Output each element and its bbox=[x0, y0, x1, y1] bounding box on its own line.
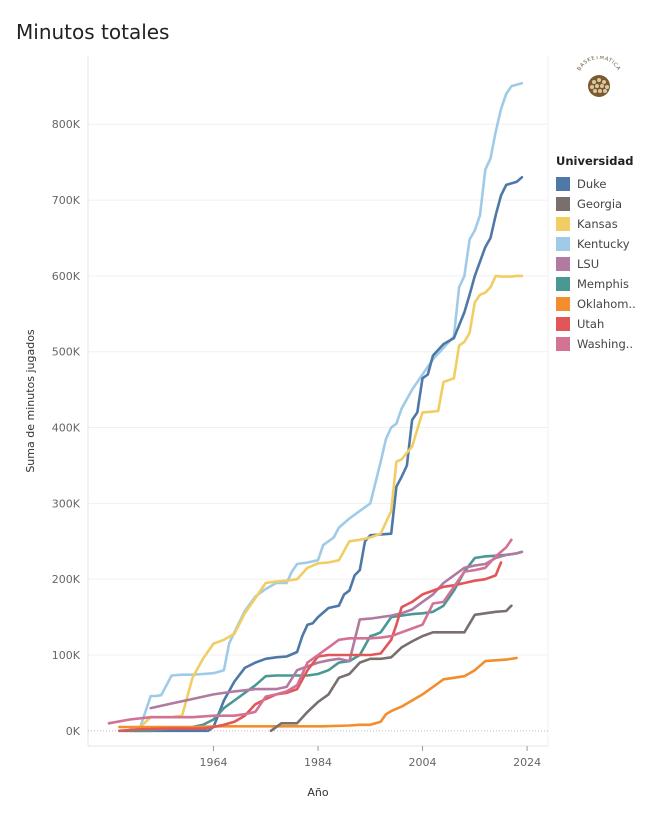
legend-swatch bbox=[556, 237, 570, 251]
legend-swatch bbox=[556, 277, 570, 291]
x-tick-label: 1984 bbox=[304, 756, 332, 769]
y-tick-label: 600K bbox=[52, 270, 81, 283]
y-tick-label: 100K bbox=[52, 649, 81, 662]
legend-item-duke[interactable]: Duke bbox=[556, 174, 636, 194]
legend-label: Kansas bbox=[577, 217, 618, 231]
legend-label: Georgia bbox=[577, 197, 622, 211]
legend-swatch bbox=[556, 177, 570, 191]
y-tick-label: 400K bbox=[52, 422, 81, 435]
legend-item-lsu[interactable]: LSU bbox=[556, 254, 636, 274]
y-tick-label: 500K bbox=[52, 346, 81, 359]
x-tick-label: 2024 bbox=[513, 756, 541, 769]
x-tick-label: 2004 bbox=[409, 756, 437, 769]
legend-swatch bbox=[556, 217, 570, 231]
legend-swatch bbox=[556, 317, 570, 331]
legend-label: Oklahom.. bbox=[577, 297, 636, 311]
legend-item-utah[interactable]: Utah bbox=[556, 314, 636, 334]
series-line-utah bbox=[119, 563, 501, 731]
legend-item-washington[interactable]: Washing.. bbox=[556, 334, 636, 354]
legend-swatch bbox=[556, 337, 570, 351]
legend-item-kansas[interactable]: Kansas bbox=[556, 214, 636, 234]
y-tick-label: 300K bbox=[52, 497, 81, 510]
x-tick-label: 1964 bbox=[199, 756, 227, 769]
legend-label: Duke bbox=[577, 177, 606, 191]
legend-item-kentucky[interactable]: Kentucky bbox=[556, 234, 636, 254]
legend-swatch bbox=[556, 297, 570, 311]
legend-title: Universidad bbox=[556, 154, 636, 168]
y-tick-label: 0K bbox=[66, 725, 81, 738]
legend-item-oklahoma[interactable]: Oklahom.. bbox=[556, 294, 636, 314]
legend-label: LSU bbox=[577, 257, 599, 271]
legend-label: Utah bbox=[577, 317, 604, 331]
y-tick-label: 200K bbox=[52, 573, 81, 586]
y-tick-label: 700K bbox=[52, 194, 81, 207]
legend: Universidad Duke Georgia Kansas Kentucky LSU… bbox=[556, 154, 636, 354]
legend-swatch bbox=[556, 197, 570, 211]
legend-label: Memphis bbox=[577, 277, 629, 291]
legend-label: Washing.. bbox=[577, 337, 633, 351]
legend-item-memphis[interactable]: Memphis bbox=[556, 274, 636, 294]
series-line-duke bbox=[119, 177, 522, 731]
legend-label: Kentucky bbox=[577, 237, 630, 251]
x-axis-title: Año bbox=[307, 786, 328, 799]
y-tick-label: 800K bbox=[52, 118, 81, 131]
y-axis-title: Suma de minutos jugados bbox=[24, 329, 37, 473]
legend-item-georgia[interactable]: Georgia bbox=[556, 194, 636, 214]
legend-swatch bbox=[556, 257, 570, 271]
